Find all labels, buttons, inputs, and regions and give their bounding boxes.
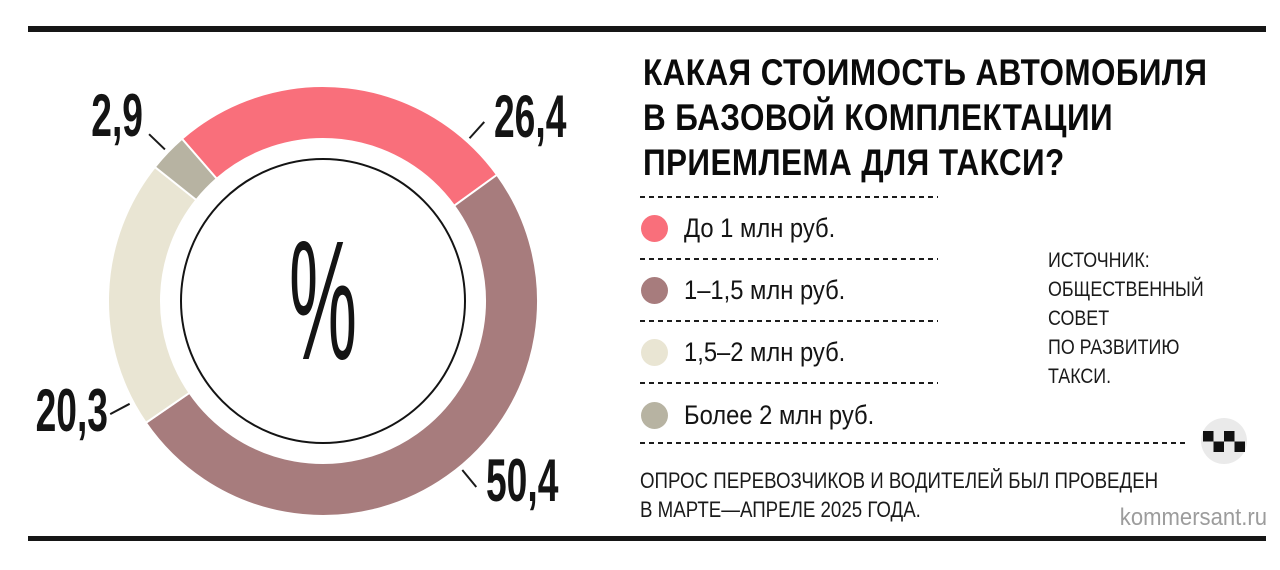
- segment-tick-1: [461, 469, 478, 488]
- segment-value-label-1: 50,4: [486, 447, 559, 514]
- kommersant-watermark: kommersant.ru: [1119, 504, 1267, 531]
- dashed-separator: [640, 320, 938, 322]
- legend-dot-icon: [641, 276, 668, 304]
- title-line: В БАЗОВОЙ КОМПЛЕКТАЦИИ: [643, 97, 1114, 138]
- legend-item: 1,5–2 млн руб.: [641, 337, 867, 367]
- segment-value-label-0: 26,4: [494, 83, 567, 150]
- donut-segment-1: [144, 173, 539, 517]
- legend-item: До 1 млн руб.: [641, 213, 856, 243]
- dashed-separator: [640, 382, 938, 384]
- title-line: ПРИЕМЛЕМА ДЛЯ ТАКСИ?: [643, 142, 1065, 183]
- source-line: ТАКСИ.: [1048, 365, 1112, 388]
- dashed-separator: [640, 442, 1185, 444]
- taxi-checker-icon: [1203, 431, 1245, 452]
- legend-dot-icon: [641, 338, 668, 366]
- segment-tick-3: [148, 133, 166, 151]
- donut-chart: % 26,4 50,4 20,3 2,9: [36, 82, 567, 517]
- legend-dot-icon: [641, 401, 668, 429]
- survey-note-line: ОПРОС ПЕРЕВОЗЧИКОВ И ВОДИТЕЛЕЙ БЫЛ ПРОВЕ…: [640, 468, 1159, 493]
- legend-label: До 1 млн руб.: [684, 212, 836, 243]
- title-line: КАКАЯ СТОИМОСТЬ АВТОМОБИЛЯ: [643, 52, 1208, 93]
- source-line: СОВЕТ: [1048, 307, 1110, 330]
- legend-label: Более 2 млн руб.: [684, 399, 875, 430]
- source-note: ИСТОЧНИК: ОБЩЕСТВЕННЫЙ СОВЕТ ПО РАЗВИТИЮ…: [1048, 246, 1204, 391]
- legend-item: 1–1,5 млн руб.: [641, 275, 867, 305]
- legend-label: 1–1,5 млн руб.: [684, 274, 846, 305]
- survey-note: ОПРОС ПЕРЕВОЗЧИКОВ И ВОДИТЕЛЕЙ БЫЛ ПРОВЕ…: [640, 466, 1158, 524]
- bottom-rule: [28, 536, 1266, 541]
- dashed-separator: [640, 258, 938, 260]
- donut-inner-circle: [180, 158, 466, 444]
- source-line: ПО РАЗВИТИЮ: [1048, 336, 1180, 359]
- dashed-separator: [640, 196, 938, 198]
- segment-tick-0: [468, 121, 486, 139]
- source-line: ОБЩЕСТВЕННЫЙ: [1048, 278, 1204, 301]
- taxi-logo-badge: [1201, 418, 1247, 464]
- segment-value-label-3: 2,9: [91, 82, 143, 149]
- survey-note-line: В МАРТЕ—АПРЕЛЕ 2025 ГОДА.: [640, 497, 921, 522]
- chart-title: КАКАЯ СТОИМОСТЬ АВТОМОБИЛЯ В БАЗОВОЙ КОМ…: [643, 50, 1207, 185]
- center-percent-label: %: [289, 206, 357, 396]
- legend-dot-icon: [641, 214, 668, 242]
- segment-value-label-2: 20,3: [36, 377, 108, 444]
- legend-label: 1,5–2 млн руб.: [684, 336, 846, 367]
- source-line: ИСТОЧНИК:: [1048, 249, 1150, 272]
- donut-segment-3: [153, 137, 219, 202]
- top-rule: [28, 26, 1266, 32]
- legend-item: Более 2 млн руб.: [641, 400, 900, 430]
- segment-tick-2: [109, 402, 131, 416]
